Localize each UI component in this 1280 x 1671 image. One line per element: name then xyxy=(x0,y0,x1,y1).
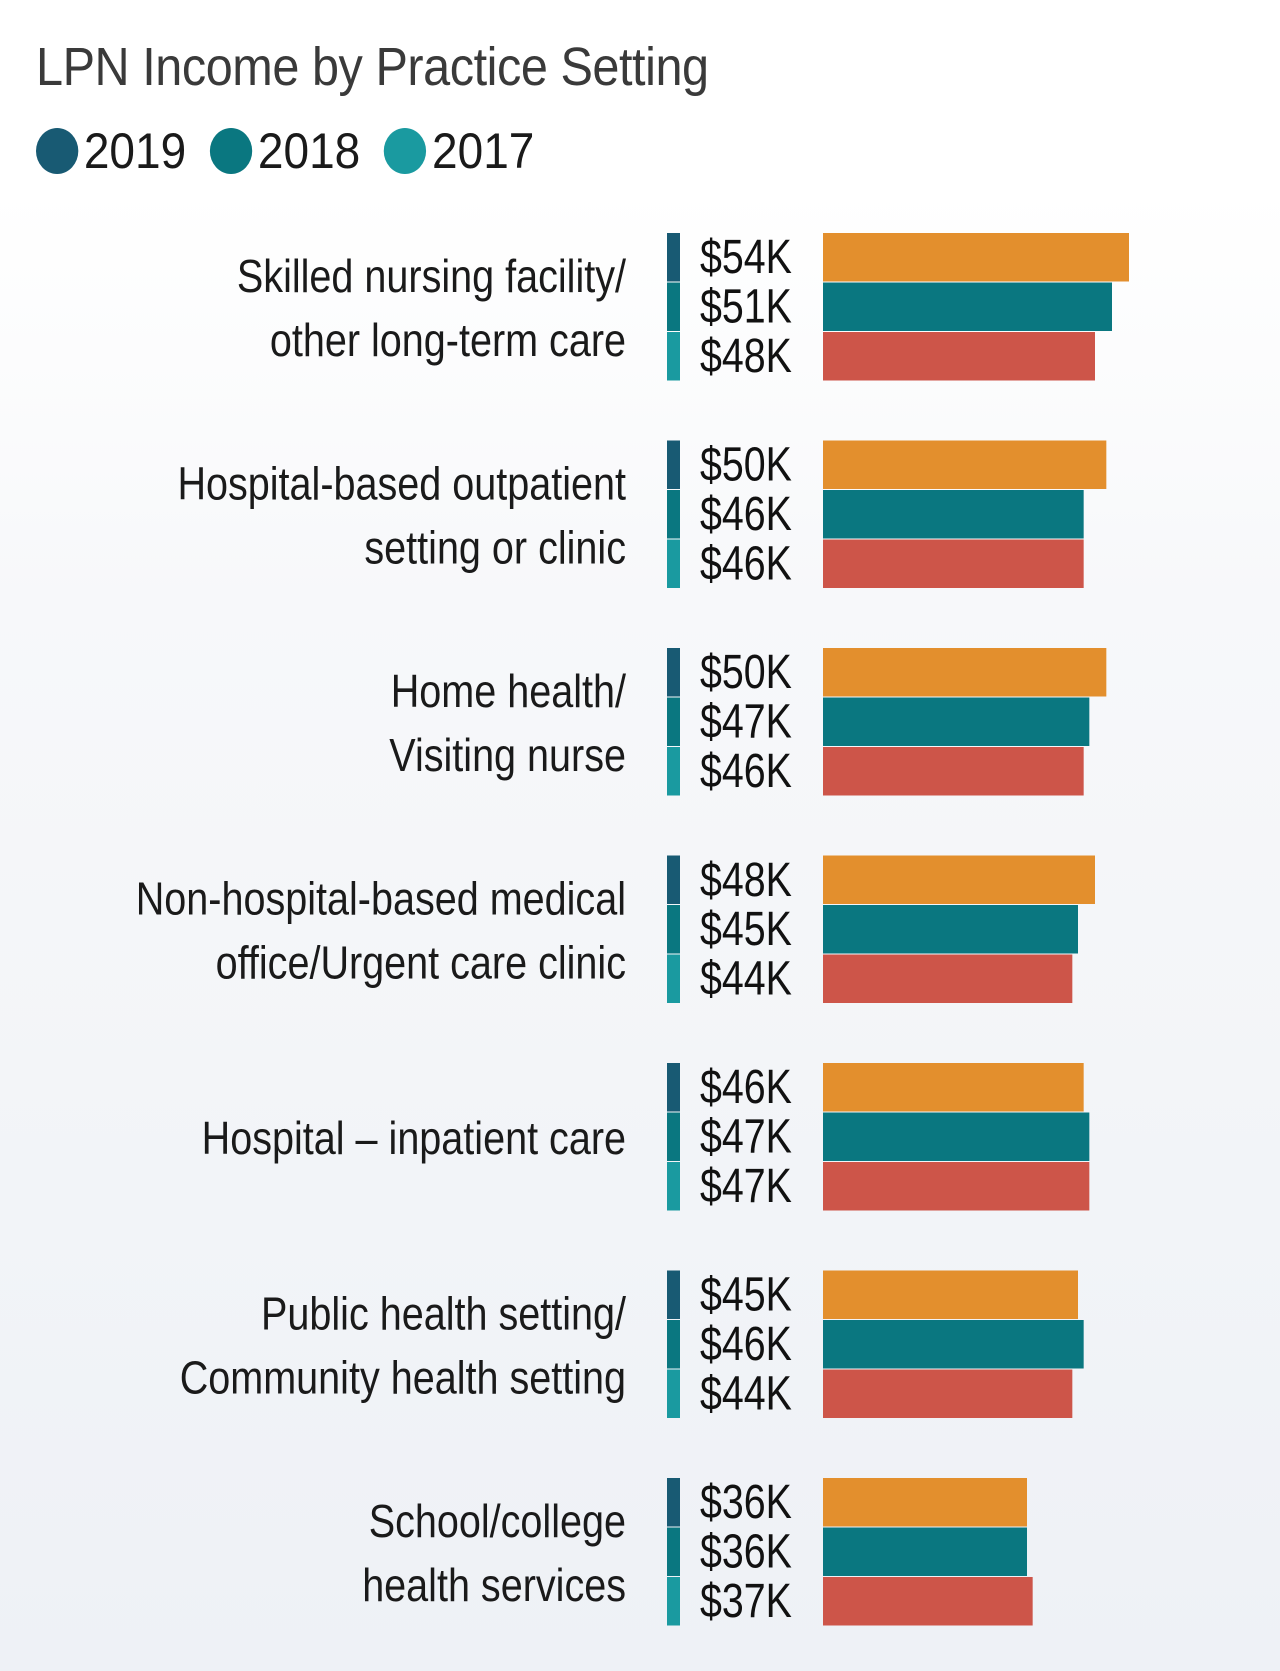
category-label: health services xyxy=(362,1561,626,1612)
value-label: $45K xyxy=(700,903,792,957)
value-label: $47K xyxy=(700,1110,792,1164)
bar-2018 xyxy=(823,1527,1027,1576)
category-label: other long-term care xyxy=(270,316,626,367)
category-label: Home health/ xyxy=(391,667,626,718)
value-label: $54K xyxy=(700,231,792,285)
year-tick-2019 xyxy=(667,648,680,697)
year-tick-2018 xyxy=(667,697,680,746)
value-label: $37K xyxy=(700,1575,792,1629)
value-label: $48K xyxy=(700,853,792,907)
bar-2018 xyxy=(823,1112,1090,1161)
legend-item-2018: 2018 xyxy=(210,122,360,180)
year-tick-2017 xyxy=(667,1162,680,1211)
category-label: Public health setting/ xyxy=(261,1289,626,1340)
year-tick-2017 xyxy=(667,332,680,381)
year-tick-2019 xyxy=(667,855,680,904)
year-tick-2019 xyxy=(667,1270,680,1319)
category-label: Hospital – inpatient care xyxy=(202,1114,626,1165)
value-label: $50K xyxy=(700,646,792,700)
value-label: $47K xyxy=(700,1160,792,1214)
legend-item-2019: 2019 xyxy=(36,122,186,180)
year-tick-2018 xyxy=(667,282,680,331)
category-label: Visiting nurse xyxy=(389,731,626,782)
legend-swatch-2019 xyxy=(36,128,79,174)
category-label: Skilled nursing facility/ xyxy=(237,252,626,303)
value-label: $44K xyxy=(700,1367,792,1421)
year-tick-2018 xyxy=(667,905,680,954)
year-tick-2017 xyxy=(667,747,680,796)
year-tick-2017 xyxy=(667,954,680,1003)
bar-2019 xyxy=(823,233,1129,282)
year-tick-2017 xyxy=(667,1369,680,1418)
legend-label-2018: 2018 xyxy=(257,123,361,179)
bar-2018 xyxy=(823,905,1078,954)
bar-2017 xyxy=(823,539,1084,588)
value-label: $47K xyxy=(700,695,792,749)
legend-swatch-2017 xyxy=(384,128,427,174)
bar-2019 xyxy=(823,440,1107,489)
year-tick-2019 xyxy=(667,1478,680,1527)
bar-2019 xyxy=(823,1478,1027,1527)
year-tick-2019 xyxy=(667,233,680,282)
value-label: $46K xyxy=(700,1318,792,1372)
bar-2018 xyxy=(823,1320,1084,1369)
year-tick-2018 xyxy=(667,490,680,539)
bar-2019 xyxy=(823,855,1095,904)
year-tick-2017 xyxy=(667,539,680,588)
bar-2019 xyxy=(823,1063,1084,1112)
value-label: $46K xyxy=(700,745,792,799)
bar-2018 xyxy=(823,490,1084,539)
category-label: office/Urgent care clinic xyxy=(216,938,626,989)
category-label: setting or clinic xyxy=(364,523,626,574)
value-label: $36K xyxy=(700,1525,792,1579)
year-tick-2019 xyxy=(667,1063,680,1112)
bar-2017 xyxy=(823,1369,1073,1418)
category-label: Hospital-based outpatient xyxy=(177,459,626,510)
year-tick-2018 xyxy=(667,1320,680,1369)
value-label: $48K xyxy=(700,330,792,384)
bar-2017 xyxy=(823,747,1084,796)
bar-2017 xyxy=(823,1162,1090,1211)
category-label: School/college xyxy=(369,1497,626,1548)
chart-title: LPN Income by Practice Setting xyxy=(36,37,709,97)
value-label: $46K xyxy=(700,537,792,591)
category-label: Non-hospital-based medical xyxy=(136,874,626,925)
value-label: $36K xyxy=(700,1476,792,1530)
legend-label-2019: 2019 xyxy=(83,123,187,179)
bar-2018 xyxy=(823,282,1112,331)
bar-2019 xyxy=(823,1270,1078,1319)
year-tick-2017 xyxy=(667,1577,680,1626)
bar-2017 xyxy=(823,954,1073,1003)
legend: 2019 2018 2017 xyxy=(36,122,558,180)
year-tick-2019 xyxy=(667,440,680,489)
bar-2017 xyxy=(823,1577,1033,1626)
value-label: $44K xyxy=(700,952,792,1006)
value-label: $50K xyxy=(700,438,792,492)
bar-2017 xyxy=(823,332,1095,381)
legend-label-2017: 2017 xyxy=(432,123,535,179)
value-label: $46K xyxy=(700,488,792,542)
legend-swatch-2018 xyxy=(210,128,253,174)
value-label: $46K xyxy=(700,1061,792,1115)
year-tick-2018 xyxy=(667,1527,680,1576)
value-label: $45K xyxy=(700,1268,792,1322)
bar-2019 xyxy=(823,648,1107,697)
category-label: Community health setting xyxy=(180,1353,626,1404)
value-label: $51K xyxy=(700,280,792,334)
year-tick-2018 xyxy=(667,1112,680,1161)
legend-item-2017: 2017 xyxy=(384,122,534,180)
bar-2018 xyxy=(823,697,1090,746)
